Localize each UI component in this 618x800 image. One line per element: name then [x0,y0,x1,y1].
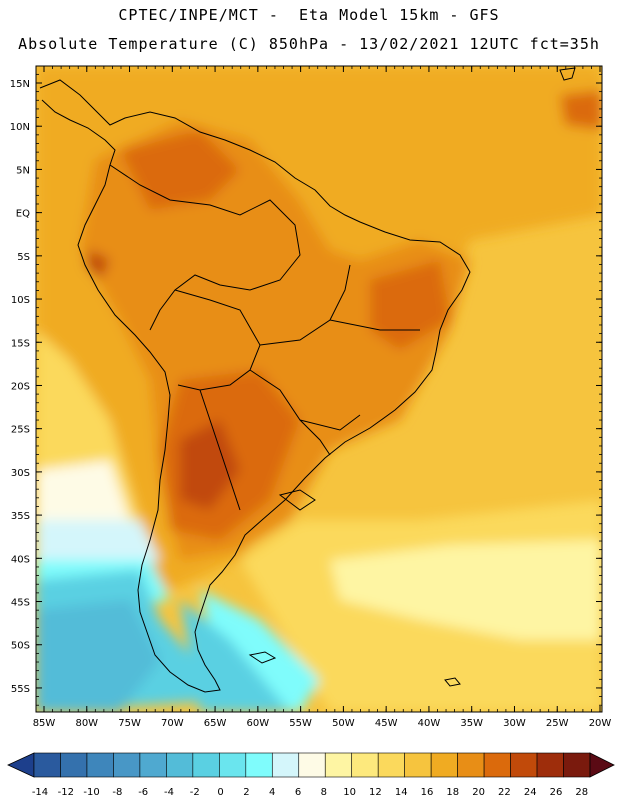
colorbar-swatch [219,752,247,778]
map-title-line-2: Absolute Temperature (C) 850hPa - 13/02/… [18,35,600,53]
colorbar-swatch [192,752,220,778]
latitude-label: 55S [11,684,30,695]
latitude-label: 10S [11,295,30,306]
colorbar-swatch [404,752,432,778]
latitude-label: 30S [11,468,30,479]
colorbar-swatch [510,752,538,778]
longitude-label: 85W [33,718,56,729]
colorbar-label: 28 [575,787,588,798]
latitude-label: 15N [10,79,30,90]
colorbar-label: 8 [321,787,327,798]
colorbar-label: 24 [524,787,537,798]
colorbar-label: 4 [269,787,275,798]
longitude-label: 30W [503,718,526,729]
colorbar-swatch [457,752,485,778]
latitude-label: 25S [11,425,30,436]
colorbar-swatch [563,752,591,778]
colorbar-label: -14 [32,787,48,798]
latitude-label: 15S [11,338,30,349]
colorbar-labels: -14 -12 -10 -8 -6 -4 -2 0 2 4 6 8 10 12 14 16 18 20 22 24 26… [32,787,588,798]
minor-ticks [36,66,602,712]
colorbar-swatch [430,752,458,778]
longitude-label: 75W [118,718,141,729]
longitude-label: 60W [247,718,270,729]
colorbar-label: 20 [472,787,485,798]
colorbar-label: 6 [295,787,301,798]
colorbar-label: 10 [343,787,356,798]
colorbar-swatch [166,752,194,778]
colorbar-swatch [324,752,353,778]
colorbar-label: -2 [190,787,200,798]
longitude-label: 55W [289,718,312,729]
latitude-label: 5S [17,252,30,263]
colorbar-swatch [60,752,88,778]
map-frame [35,65,603,713]
colorbar-arrow-right [589,752,615,778]
colorbar-arrow-left [7,752,35,778]
longitude-label: 25W [546,718,569,729]
colorbar-swatch [271,752,300,778]
longitude-label: 70W [161,718,184,729]
colorbar-swatch [351,752,379,778]
coastline-layer [39,67,576,693]
colorbar-label: -12 [58,787,74,798]
colorbar-label: -10 [83,787,99,798]
colorbar-swatch [483,752,511,778]
colorbar-swatch [245,752,273,778]
latitude-label: 10N [10,122,30,133]
colorbar-swatch [377,752,405,778]
colorbar-swatch [139,752,167,778]
colorbar-swatch [86,752,114,778]
longitude-label: 65W [204,718,227,729]
latitude-label: 45S [11,598,30,609]
longitude-label: 50W [332,718,355,729]
latitude-label: 40S [11,554,30,565]
colorbar-label: 26 [550,787,563,798]
colorbar-label: 22 [498,787,511,798]
colorbar-swatch [536,752,564,778]
longitude-label: 40W [418,718,441,729]
latitude-label: 35S [11,511,30,522]
colorbar-label: -6 [138,787,148,798]
map-title-line-1: CPTEC/INPE/MCT - Eta Model 15km - GFS [118,6,500,24]
longitude-label: 80W [75,718,98,729]
colorbar-label: 18 [446,787,459,798]
latitude-label: 50S [11,641,30,652]
temperature-field [36,66,602,712]
latitude-axis: 15N 10N 5N EQ 5S 10S 15S 20S 25S 30S 35S 40S 45S 50S 5… [10,79,602,695]
colorbar [7,752,615,778]
latitude-label: 5N [16,165,30,176]
colorbar-swatch [33,752,61,778]
latitude-label: 20S [11,381,30,392]
colorbar-swatch [298,752,326,778]
longitude-axis: 85W 80W 75W 70W 65W 60W 55W 50W 45W 40W 35W 30W 25W 2… [33,66,612,729]
colorbar-label: 14 [395,787,408,798]
colorbar-label: 2 [243,787,249,798]
longitude-label: 35W [460,718,483,729]
longitude-label: 45W [375,718,398,729]
colorbar-label: 12 [369,787,382,798]
colorbar-label: -4 [164,787,174,798]
colorbar-label: 0 [217,787,223,798]
colorbar-swatch [113,752,141,778]
colorbar-label: 16 [421,787,434,798]
latitude-label: EQ [16,209,30,220]
colorbar-label: -8 [112,787,122,798]
longitude-label: 20W [589,718,612,729]
